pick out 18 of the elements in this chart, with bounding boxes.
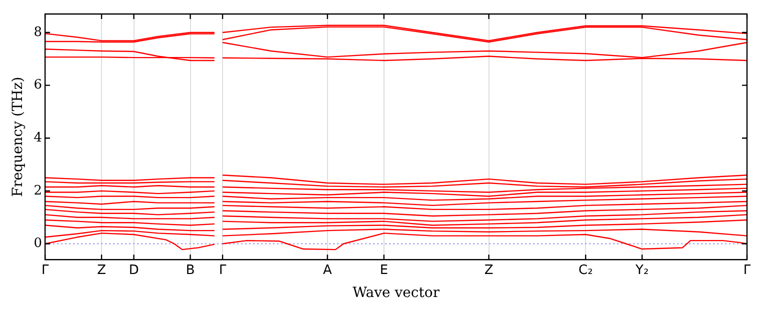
x-tick-label: Γ xyxy=(41,262,50,278)
x-tick-label: B xyxy=(186,262,195,278)
x-tick-label: Z xyxy=(97,262,106,278)
x-axis-title: Wave vector xyxy=(352,285,440,302)
x-tick-label: D xyxy=(128,262,139,278)
x-tick-label: C₂ xyxy=(578,262,593,278)
y-axis-title: Frequency (THz) xyxy=(10,76,26,197)
x-tick-label: E xyxy=(380,262,388,278)
y-tick-label: 2 xyxy=(34,183,42,198)
y-tick-label: 8 xyxy=(34,24,42,40)
x-tick-label: Γ xyxy=(743,262,752,278)
y-tick-label: 4 xyxy=(34,130,42,146)
y-tick-label: 6 xyxy=(34,78,42,93)
x-tick-label: A xyxy=(323,262,332,278)
x-tick-label: Γ xyxy=(218,262,227,278)
x-tick-label: Z xyxy=(484,262,494,278)
x-tick-label: Y₂ xyxy=(634,262,649,278)
y-tick-label: 0 xyxy=(34,236,42,252)
